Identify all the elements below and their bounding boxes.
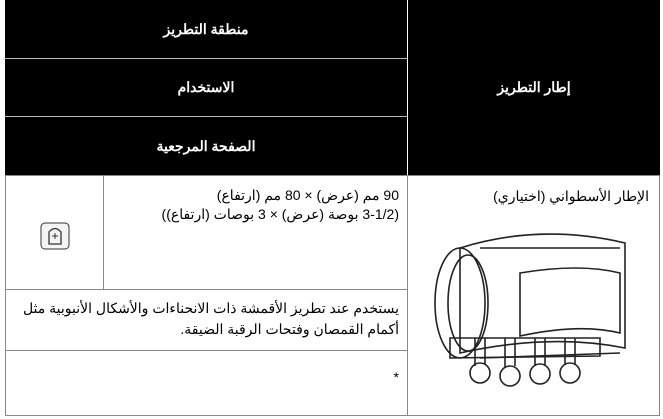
frame-name: الإطار الأسطواني (اختياري) xyxy=(493,188,649,204)
icon-cell xyxy=(5,175,104,290)
header-area: منطقة التطريز xyxy=(5,0,407,58)
size-line: 90 مم (عرض) × 80 مم (ارتفاع) xyxy=(216,187,399,203)
frame-icon xyxy=(40,222,70,250)
frame-cell: الإطار الأسطواني (اختياري) xyxy=(407,175,660,416)
header-reference: الصفحة المرجعية xyxy=(5,117,407,175)
size-cell: 90 مم (عرض) × 80 مم (ارتفاع) (3-1/2 بوصة… xyxy=(103,175,408,290)
reference-cell: * xyxy=(5,350,408,416)
header-usage: الاستخدام xyxy=(5,59,407,116)
size-line: (3-1/2 بوصة (عرض) × 3 بوصات (ارتفاع)) xyxy=(161,206,399,222)
usage-cell: يستخدم عند تطريز الأقمشة ذات الانحناءات … xyxy=(5,289,408,351)
header-frame: إطار التطريز xyxy=(408,0,660,175)
frame-image xyxy=(434,233,626,387)
